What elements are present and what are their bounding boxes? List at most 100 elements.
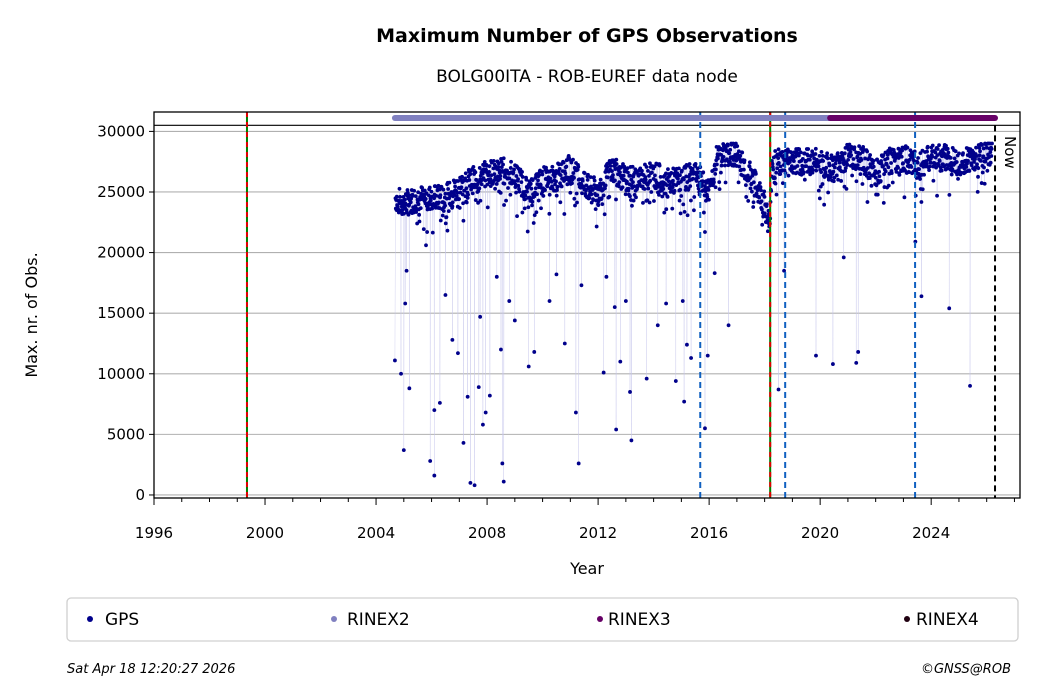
gps-point: [940, 148, 945, 152]
gps-point: [555, 184, 560, 189]
gps-point: [776, 156, 781, 161]
gps-point: [562, 212, 567, 216]
gps-point: [603, 183, 608, 188]
gps-point: [520, 175, 525, 179]
gps-point: [598, 177, 603, 182]
gps-point: [849, 153, 854, 158]
gps-point: [762, 189, 767, 194]
gps-point: [623, 192, 628, 197]
gps-point: [397, 186, 402, 191]
gps-point: [473, 170, 478, 175]
chart-title: Maximum Number of GPS Observations: [376, 25, 798, 47]
gps-point: [989, 154, 994, 158]
gps-point: [671, 178, 675, 183]
gps-point: [455, 190, 460, 195]
gps-point: [558, 200, 563, 205]
gps-point: [610, 175, 615, 180]
gps-point: [692, 195, 697, 199]
gps-point: [669, 171, 674, 175]
y-tick-label: 15000: [97, 304, 145, 322]
gps-point: [842, 151, 847, 156]
gps-point: [762, 194, 767, 199]
gps-point: [953, 149, 958, 154]
gps-point: [758, 185, 763, 189]
gps-point: [691, 176, 695, 181]
gps-point: [850, 173, 855, 178]
gps-point: [424, 243, 428, 248]
gps-point: [423, 197, 428, 201]
gps-point: [625, 166, 630, 171]
gps-point: [468, 171, 473, 176]
gps-point: [885, 156, 890, 161]
gps-point: [746, 199, 751, 203]
gps-point: [737, 164, 742, 169]
gps-point: [471, 164, 476, 169]
gps-point: [592, 178, 597, 183]
gps-point: [394, 194, 399, 199]
gps-point: [801, 170, 806, 175]
gps-point: [493, 186, 497, 191]
gps-point: [574, 191, 579, 196]
gps-point: [696, 183, 700, 188]
gps-point: [438, 193, 443, 198]
gps-point: [604, 274, 609, 279]
gps-point: [584, 183, 589, 188]
gps-point: [731, 141, 736, 146]
gps-point: [854, 360, 859, 365]
x-tick-label: 2020: [801, 524, 839, 542]
gps-point: [931, 178, 936, 183]
gps-point: [682, 399, 687, 404]
gps-point: [673, 379, 678, 383]
gps-point: [702, 210, 706, 215]
gps-point: [562, 341, 567, 346]
gps-point: [648, 161, 652, 166]
gps-point: [450, 204, 455, 209]
gps-point: [964, 165, 969, 169]
gps-point: [539, 206, 543, 211]
gps-point: [512, 167, 516, 172]
gps-point: [472, 483, 477, 488]
gps-point: [749, 189, 754, 194]
gps-point: [617, 180, 622, 185]
gps-point: [770, 161, 775, 166]
gps-point: [547, 299, 552, 303]
gps-point: [576, 461, 581, 466]
gps-point: [464, 186, 469, 191]
gps-point: [728, 147, 733, 152]
gps-point: [625, 179, 629, 184]
gps-point: [568, 190, 573, 195]
gps-point: [630, 164, 635, 169]
gps-point: [586, 172, 590, 177]
gps-point: [677, 198, 682, 203]
gps-point: [825, 151, 830, 156]
gps-point: [607, 194, 612, 199]
gps-point: [540, 169, 544, 174]
gps-point: [573, 410, 578, 415]
gps-point: [712, 271, 717, 276]
gps-point: [626, 186, 631, 191]
gps-point: [806, 147, 811, 151]
gps-point: [648, 178, 653, 183]
gps-point: [780, 181, 785, 186]
gps-point: [760, 222, 765, 227]
gps-point: [778, 172, 783, 176]
gps-point: [467, 178, 472, 182]
gps-point: [489, 173, 494, 178]
gps-point: [877, 174, 882, 179]
gps-point: [835, 151, 840, 155]
gps-point: [585, 177, 590, 182]
gps-point: [927, 168, 931, 173]
gps-point: [909, 165, 914, 169]
gps-point: [452, 192, 457, 197]
gps-point: [685, 213, 690, 218]
gps-point: [747, 164, 752, 169]
gps-point: [738, 153, 743, 158]
gps-point: [402, 197, 407, 202]
gps-point: [945, 146, 950, 151]
gps-point: [817, 153, 822, 158]
gps-point: [828, 175, 833, 180]
gps-point: [463, 171, 468, 176]
gps-point: [593, 207, 598, 212]
gps-point: [555, 188, 559, 193]
gps-point: [820, 182, 825, 186]
